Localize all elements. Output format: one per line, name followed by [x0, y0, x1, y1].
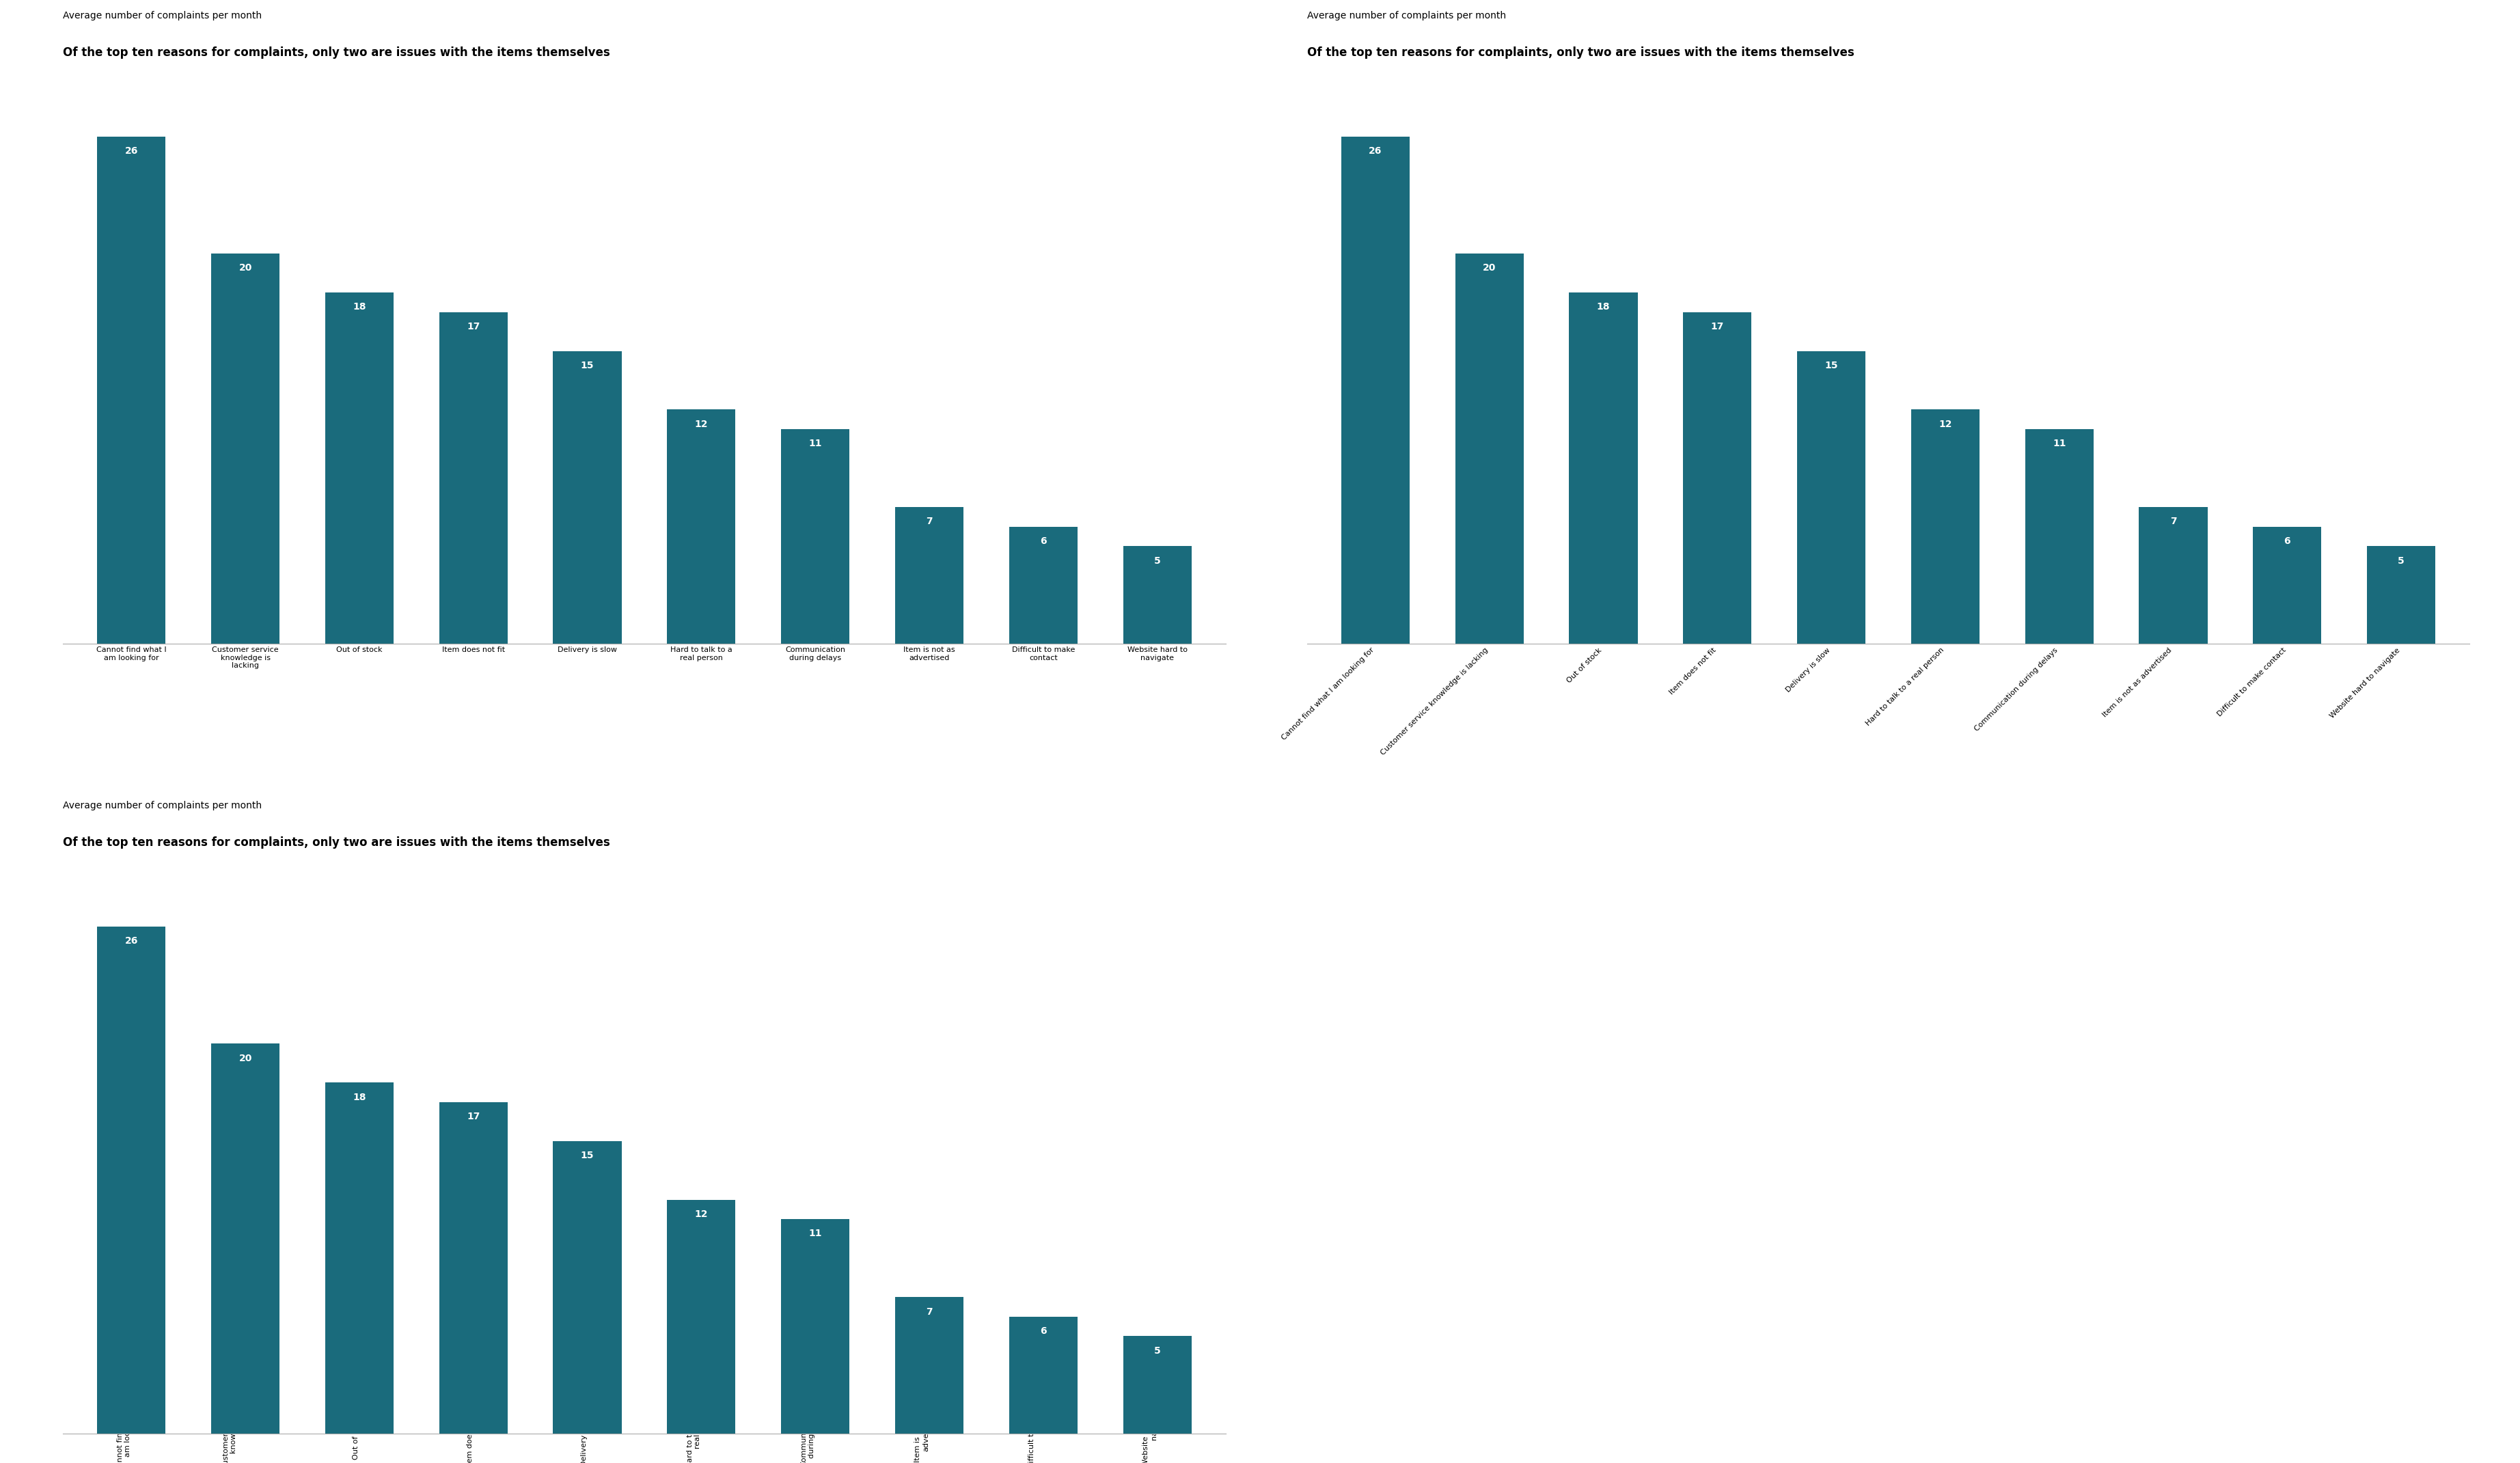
Text: 12: 12: [696, 1210, 708, 1219]
Text: 5: 5: [1154, 1346, 1162, 1356]
Bar: [1797, 351, 1865, 644]
Bar: [781, 429, 849, 644]
Bar: [2026, 429, 2094, 644]
Bar: [98, 926, 166, 1434]
Bar: [668, 410, 736, 644]
Bar: [2139, 508, 2208, 644]
Text: 20: 20: [239, 1053, 252, 1064]
Text: 17: 17: [1711, 322, 1724, 332]
Bar: [895, 508, 963, 644]
Text: Average number of complaints per month: Average number of complaints per month: [1308, 10, 1507, 20]
Bar: [212, 253, 280, 644]
Text: Of the top ten reasons for complaints, only two are issues with the items themse: Of the top ten reasons for complaints, o…: [63, 47, 610, 59]
Text: 7: 7: [925, 1306, 932, 1317]
Text: 17: 17: [466, 1112, 479, 1122]
Bar: [1008, 1317, 1079, 1434]
Bar: [781, 1219, 849, 1434]
Bar: [2366, 546, 2434, 644]
Bar: [325, 1083, 393, 1434]
Bar: [552, 1141, 622, 1434]
Bar: [1910, 410, 1981, 644]
Text: 20: 20: [1482, 263, 1497, 274]
Bar: [1124, 1336, 1192, 1434]
Text: Average number of complaints per month: Average number of complaints per month: [63, 10, 262, 20]
Text: 7: 7: [925, 516, 932, 527]
Text: 20: 20: [239, 263, 252, 274]
Text: 5: 5: [1154, 556, 1162, 566]
Text: 18: 18: [1598, 303, 1610, 312]
Bar: [212, 1043, 280, 1434]
Bar: [1341, 136, 1409, 644]
Text: 17: 17: [466, 322, 479, 332]
Text: 12: 12: [696, 420, 708, 429]
Bar: [438, 1102, 507, 1434]
Text: 15: 15: [580, 361, 595, 370]
Bar: [552, 351, 622, 644]
Text: 18: 18: [353, 1093, 365, 1102]
Text: 18: 18: [353, 303, 365, 312]
Text: 26: 26: [126, 936, 139, 947]
Text: 12: 12: [1938, 420, 1953, 429]
Text: 26: 26: [126, 146, 139, 157]
Text: 15: 15: [1824, 361, 1837, 370]
Text: 11: 11: [809, 1229, 822, 1239]
Bar: [438, 312, 507, 644]
Bar: [2253, 527, 2321, 644]
Text: Of the top ten reasons for complaints, only two are issues with the items themse: Of the top ten reasons for complaints, o…: [63, 837, 610, 849]
Text: Of the top ten reasons for complaints, only two are issues with the items themse: Of the top ten reasons for complaints, o…: [1308, 47, 1855, 59]
Bar: [98, 136, 166, 644]
Bar: [1454, 253, 1525, 644]
Bar: [1683, 312, 1751, 644]
Text: 26: 26: [1368, 146, 1381, 157]
Text: 6: 6: [2283, 537, 2291, 546]
Text: 11: 11: [2054, 439, 2066, 449]
Bar: [668, 1200, 736, 1434]
Text: 6: 6: [1041, 1327, 1046, 1336]
Text: 6: 6: [1041, 537, 1046, 546]
Text: Average number of complaints per month: Average number of complaints per month: [63, 800, 262, 811]
Text: 5: 5: [2399, 556, 2404, 566]
Bar: [1570, 293, 1638, 644]
Bar: [895, 1298, 963, 1434]
Bar: [325, 293, 393, 644]
Bar: [1008, 527, 1079, 644]
Text: 15: 15: [580, 1151, 595, 1160]
Text: 7: 7: [2170, 516, 2177, 527]
Bar: [1124, 546, 1192, 644]
Text: 11: 11: [809, 439, 822, 449]
